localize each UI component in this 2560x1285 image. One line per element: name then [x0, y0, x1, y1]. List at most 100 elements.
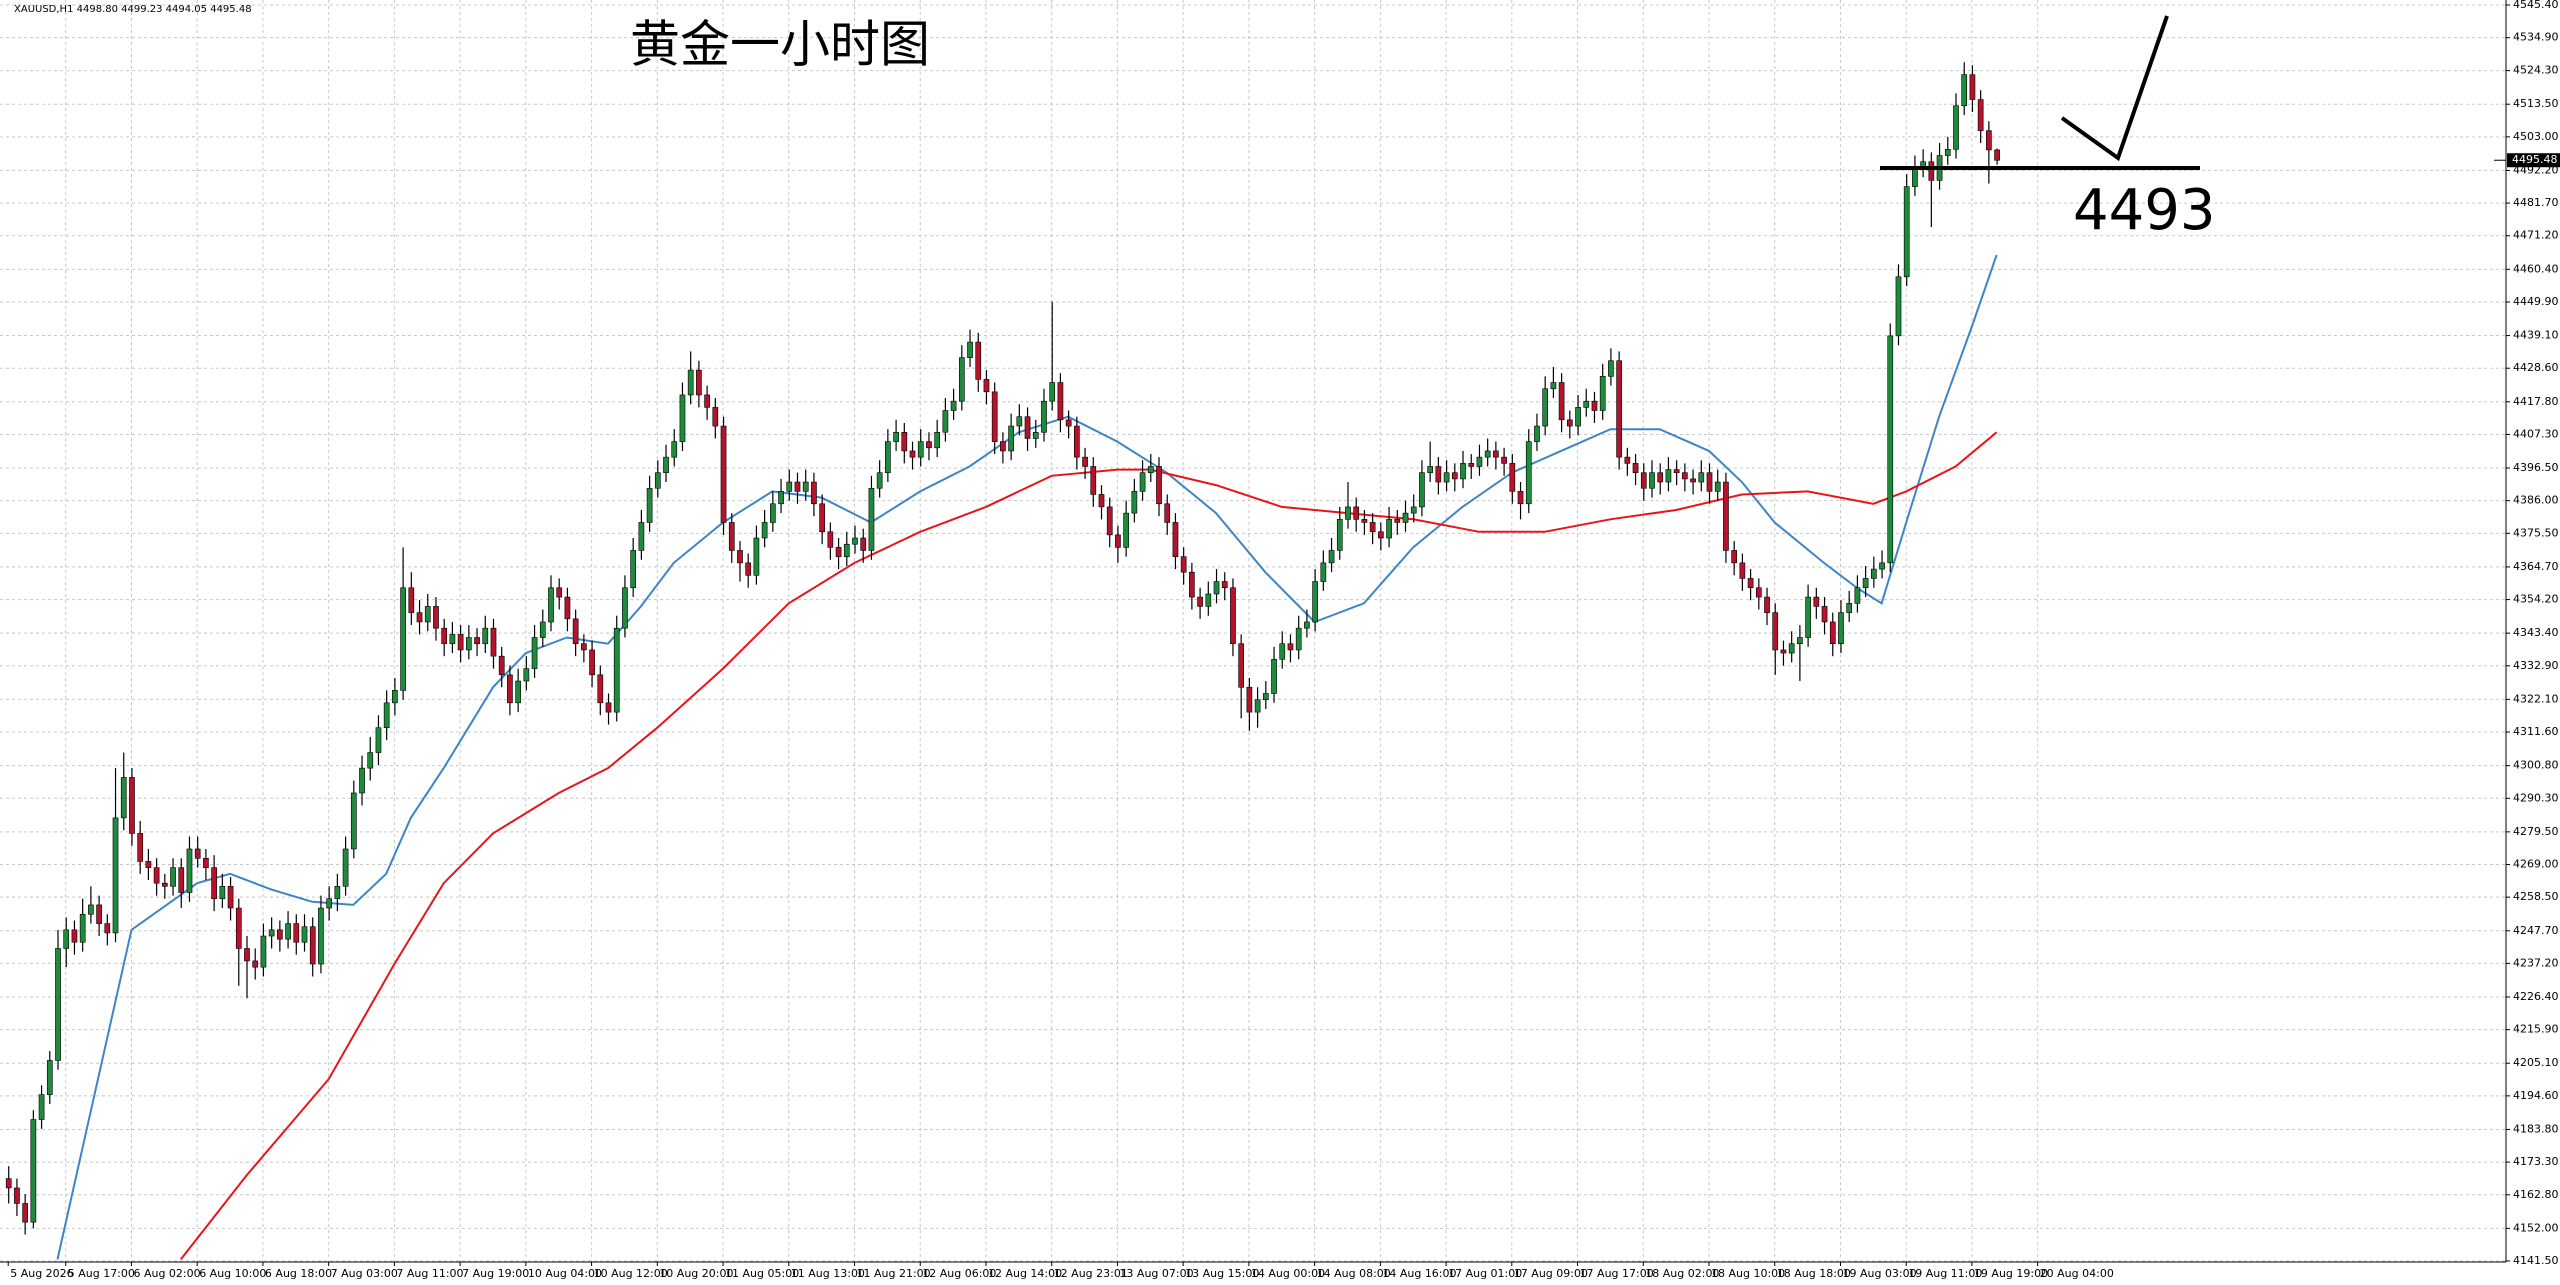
candle-body [1115, 534, 1121, 548]
candle-body [1953, 105, 1959, 150]
x-tick-label: 17 Aug 17:00 [1580, 1267, 1654, 1280]
candle-body [1328, 550, 1335, 564]
candle-body [1295, 627, 1302, 651]
y-tick-label: 4215.90 [2513, 1023, 2559, 1036]
candle-body [1772, 612, 1779, 651]
candle-body [696, 369, 702, 396]
candle-body [1427, 466, 1433, 473]
candle-body [1106, 506, 1113, 536]
x-tick-label: 6 Aug 18:00 [265, 1267, 332, 1280]
candle-body [104, 923, 111, 934]
candle-body [1517, 491, 1524, 505]
candle-body [186, 848, 193, 893]
candle-body [1690, 478, 1696, 483]
candle-body [433, 606, 439, 629]
candle-body [630, 550, 637, 589]
candle-body [1279, 643, 1286, 660]
x-tick-label: 19 Aug 19:00 [1974, 1267, 2048, 1280]
candle-body [1731, 550, 1738, 564]
x-tick-label: 12 Aug 23:01 [1054, 1267, 1128, 1280]
y-tick-label: 4534.90 [2513, 31, 2559, 44]
y-tick-label: 4375.50 [2513, 526, 2559, 539]
candle-body [1410, 506, 1417, 514]
candle-body [1912, 167, 1918, 187]
candle-body [679, 394, 686, 442]
x-tick-label: 13 Aug 15:00 [1185, 1267, 1259, 1280]
candle-body [646, 487, 653, 523]
candle-body [1780, 649, 1787, 654]
candle-body [244, 948, 250, 962]
candle-body [991, 391, 998, 442]
candle-body [1016, 416, 1023, 427]
candle-body [1065, 419, 1072, 427]
candle-body [30, 1119, 37, 1223]
candle-body [318, 907, 324, 965]
candle-body [769, 503, 776, 523]
candle-body [1969, 74, 1976, 100]
candle-body [424, 606, 431, 623]
y-tick-label: 4311.60 [2513, 725, 2559, 738]
y-tick-label: 4226.40 [2513, 990, 2559, 1003]
candle-body [1213, 581, 1220, 595]
y-tick-label: 4258.50 [2513, 890, 2559, 903]
candle-body [1895, 276, 1902, 337]
y-tick-label: 4386.00 [2513, 494, 2559, 507]
candle-body [605, 702, 612, 713]
candle-body [1230, 587, 1236, 645]
candle-body [1049, 382, 1056, 402]
candle-body [342, 848, 349, 887]
grid [0, 0, 2506, 1262]
candle-body [14, 1187, 20, 1204]
candle-body [572, 618, 579, 645]
candle-body [1698, 472, 1705, 483]
candle-body [400, 587, 406, 691]
candle-body [613, 627, 620, 713]
candle-body [1139, 472, 1146, 492]
candle-body [1591, 400, 1598, 411]
candle-body [482, 627, 489, 645]
bid-box [2507, 153, 2560, 168]
candle-body [1994, 149, 2000, 161]
candle-body [96, 904, 102, 924]
candle-body [1550, 382, 1557, 390]
candle-body [1361, 519, 1368, 523]
candle-body [1682, 472, 1688, 480]
candle-body [1123, 512, 1129, 548]
candle-body [1205, 593, 1212, 607]
candle-body [1599, 375, 1606, 411]
x-tick-label: 5 Aug 2026 [10, 1267, 73, 1280]
candle-body [1879, 562, 1885, 570]
candle-body [46, 1060, 53, 1095]
candle-body [1057, 382, 1064, 421]
candle-body [1624, 456, 1631, 464]
candle-body [1312, 581, 1318, 623]
candle-body [1534, 425, 1540, 442]
x-tick-label: 17 Aug 09:00 [1514, 1267, 1588, 1280]
candle-body [1172, 522, 1179, 557]
candle-body [901, 431, 908, 452]
y-tick-label: 4269.00 [2513, 858, 2559, 871]
candle-body [1032, 431, 1039, 439]
candle-body [745, 562, 752, 576]
candle-body [507, 674, 513, 704]
y-tick-label: 4237.20 [2513, 956, 2559, 969]
y-tick-label: 4141.50 [2513, 1254, 2559, 1267]
candle-body [1542, 388, 1549, 427]
candle-body [926, 441, 932, 449]
candle-body [1764, 596, 1770, 613]
candle-body [293, 923, 300, 943]
candle-body [309, 926, 316, 965]
candle-body [589, 649, 595, 676]
candle-body [416, 612, 423, 623]
candle-body [301, 926, 308, 943]
candle-body [728, 522, 735, 551]
candle-body [1369, 522, 1376, 533]
candle-body [1451, 472, 1458, 480]
x-tick-label: 14 Aug 08:00 [1317, 1267, 1391, 1280]
candle-body [1394, 519, 1401, 523]
candle-body [1287, 643, 1294, 651]
y-tick-label: 4460.40 [2513, 262, 2559, 275]
candle-body [1262, 693, 1269, 701]
